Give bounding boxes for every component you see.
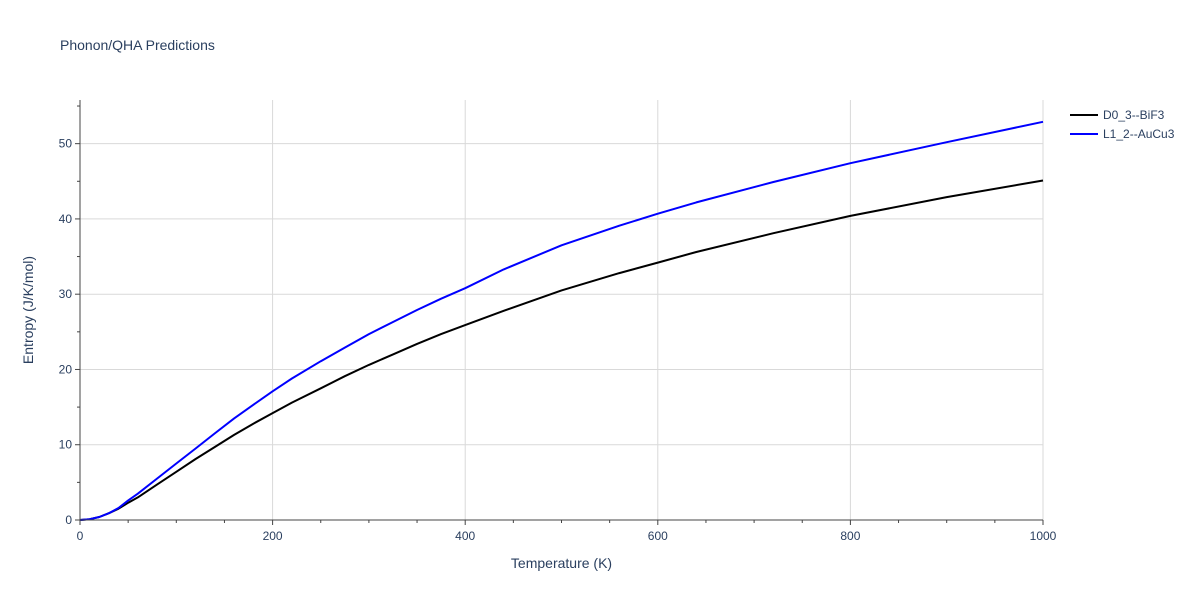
series-line-2 [79,120,1044,521]
x-axis-title: Temperature (K) [511,555,612,571]
x-tick-label: 800 [840,529,860,543]
series-line-1 [79,179,1044,521]
legend-item-1[interactable]: D0_3--BiF3 [1070,108,1165,122]
y-axis-title: Entropy (J/K/mol) [20,256,36,364]
x-tick-label: 200 [263,529,283,543]
y-tick-label: 40 [59,212,73,226]
y-tick-label: 10 [59,438,73,452]
x-tick-label: 400 [455,529,475,543]
legend-label: L1_2--AuCu3 [1103,127,1175,141]
y-tick-label: 0 [65,513,72,527]
legend-label: D0_3--BiF3 [1103,108,1165,122]
x-tick-label: 1000 [1030,529,1057,543]
legend[interactable]: D0_3--BiF3 L1_2--AuCu3 [1070,108,1175,141]
x-tick-label: 0 [77,529,84,543]
y-tick-label: 50 [59,137,73,151]
tick-labels: 0 200 400 600 800 1000 0 10 20 30 40 50 [59,137,1057,543]
x-tick-label: 600 [648,529,668,543]
axes-layer [75,100,1044,525]
chart-title: Phonon/QHA Predictions [60,37,215,53]
y-tick-label: 30 [59,287,73,301]
y-tick-label: 20 [59,362,73,376]
series-layer [79,120,1044,521]
grid-layer [80,100,1044,520]
legend-item-2[interactable]: L1_2--AuCu3 [1070,127,1175,141]
